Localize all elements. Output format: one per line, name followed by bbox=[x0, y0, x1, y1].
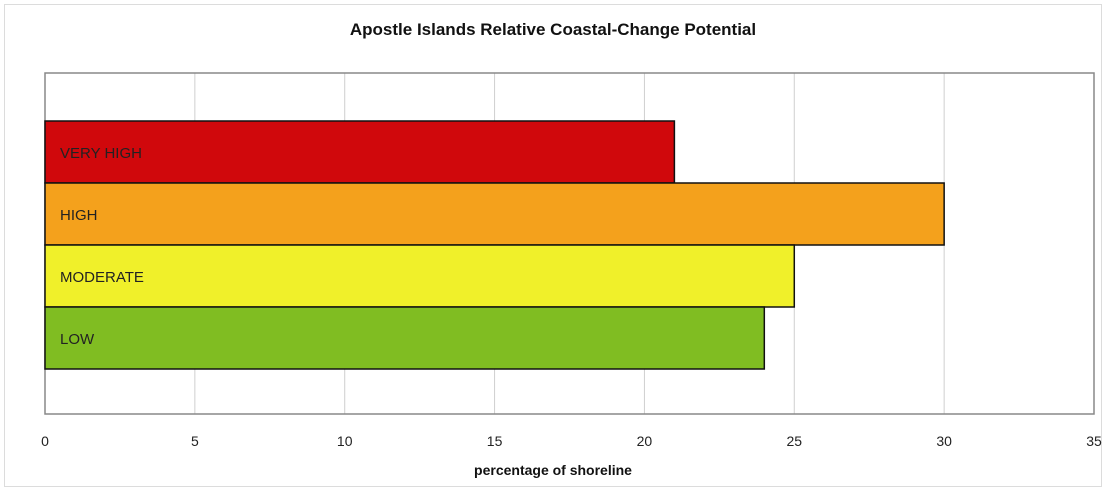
x-tick-label: 0 bbox=[41, 433, 49, 449]
x-axis-label: percentage of shoreline bbox=[474, 462, 632, 478]
bars: VERY HIGH HIGH MODERATE LOW bbox=[44, 120, 945, 370]
x-tick-label: 5 bbox=[191, 433, 199, 449]
bar-low bbox=[44, 306, 766, 370]
x-axis-ticks: 0 5 10 15 20 25 30 35 bbox=[41, 433, 1102, 449]
chart-frame bbox=[4, 4, 1102, 487]
x-tick-label: 35 bbox=[1086, 433, 1102, 449]
bar-very-high bbox=[44, 120, 676, 184]
x-tick-label: 25 bbox=[786, 433, 802, 449]
bar-label: MODERATE bbox=[60, 269, 144, 286]
bar-high bbox=[44, 182, 945, 246]
chart-title: Apostle Islands Relative Coastal-Change … bbox=[349, 20, 757, 39]
bar-label: LOW bbox=[60, 331, 95, 348]
bar-moderate bbox=[44, 244, 796, 308]
bar-label: VERY HIGH bbox=[60, 145, 142, 162]
bar-label: HIGH bbox=[60, 207, 98, 224]
x-tick-label: 30 bbox=[936, 433, 952, 449]
x-tick-label: 10 bbox=[337, 433, 353, 449]
x-tick-label: 20 bbox=[637, 433, 653, 449]
x-tick-label: 15 bbox=[487, 433, 503, 449]
